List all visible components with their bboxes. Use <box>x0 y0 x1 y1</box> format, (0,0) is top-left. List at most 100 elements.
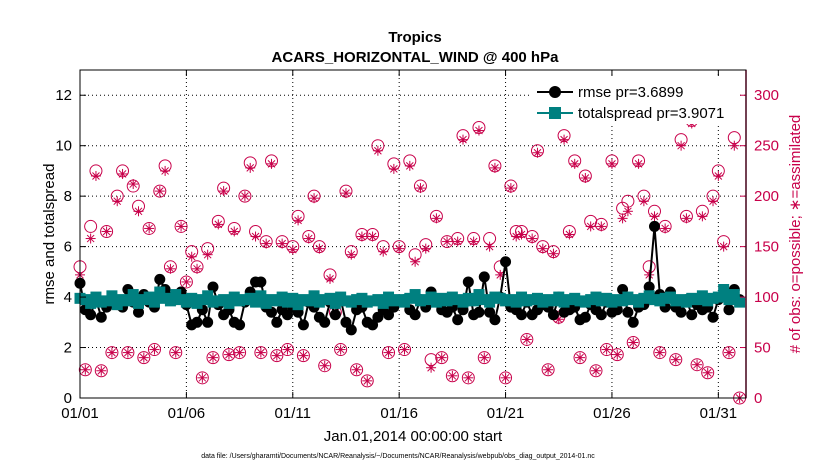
footnote: data file: /Users/gharamti/Documents/NCA… <box>201 453 595 460</box>
asterisk-stroke <box>693 360 701 369</box>
asterisk-stroke <box>288 245 297 254</box>
obs-assimilated-marker <box>202 249 213 260</box>
rmse-point <box>202 316 214 328</box>
asterisk-stroke <box>278 239 286 248</box>
obs-assimilated-marker <box>277 238 288 249</box>
rmse-point <box>516 309 528 321</box>
rmse-point <box>489 314 501 326</box>
asterisk-stroke <box>395 244 404 253</box>
obs-assimilated-marker <box>325 273 336 284</box>
asterisk-stroke <box>496 271 505 279</box>
legend-rmse-label: rmse pr=3.6899 <box>578 84 683 101</box>
obs-possible-marker <box>541 363 555 377</box>
obs-assimilated-marker <box>697 211 708 222</box>
obs-possible-marker <box>121 346 135 360</box>
rmse-point <box>627 316 639 328</box>
asterisk-stroke <box>304 234 313 243</box>
obs-possible-marker <box>477 351 491 365</box>
rmse-point <box>547 309 559 321</box>
obs-assimilated-marker <box>420 243 431 254</box>
obs-assimilated-marker <box>192 263 203 274</box>
asterisk-stroke <box>320 361 329 370</box>
obs-assimilated-marker <box>723 347 734 358</box>
x-tick-label: 01/26 <box>593 405 631 422</box>
obs-assimilated-marker <box>516 229 527 240</box>
obs-possible-marker <box>142 221 156 235</box>
asterisk-stroke <box>485 242 494 251</box>
legend: rmse pr=3.6899 totalspread pr=3.9071 <box>530 78 740 124</box>
asterisk-stroke <box>592 366 600 375</box>
asterisk-stroke <box>267 160 276 168</box>
chart-subtitle: ACARS_HORIZONTAL_WIND @ 400 hPa <box>272 49 560 66</box>
x-tick-label: 01/06 <box>168 405 206 422</box>
obs-possible-marker <box>397 343 411 357</box>
obs-assimilated-marker <box>335 344 346 355</box>
asterisk-stroke <box>501 373 510 382</box>
asterisk-stroke <box>139 353 148 362</box>
asterisk-stroke <box>581 174 590 182</box>
asterisk-stroke <box>294 216 302 225</box>
asterisk-stroke <box>134 207 143 216</box>
rmse-point <box>478 271 490 283</box>
asterisk-stroke <box>124 348 132 357</box>
obs-assimilated-marker <box>346 249 357 260</box>
obs-assimilated-marker <box>160 165 171 176</box>
rmse-point <box>622 306 634 318</box>
totalspread-point <box>287 292 299 304</box>
obs-assimilated-marker <box>378 246 389 257</box>
obs-possible-marker <box>318 359 332 373</box>
rmse-point <box>649 220 661 232</box>
rmse-point <box>409 309 421 321</box>
asterisk-stroke <box>661 224 669 233</box>
obs-possible-marker <box>254 346 268 360</box>
asterisk-stroke <box>565 230 574 239</box>
totalspread-point <box>122 295 134 307</box>
obs-assimilated-marker <box>165 263 176 274</box>
obs-assimilated-marker <box>223 349 234 360</box>
obs-assimilated-marker <box>585 221 596 232</box>
asterisk-stroke <box>145 224 154 233</box>
obs-possible-marker <box>153 184 167 198</box>
obs-possible-marker <box>445 369 459 383</box>
asterisk-stroke <box>405 162 414 170</box>
obs-assimilated-marker <box>133 206 144 217</box>
obs-assimilated-marker <box>521 334 532 345</box>
obs-assimilated-marker <box>559 134 570 145</box>
asterisk-stroke <box>257 348 265 357</box>
asterisk-stroke <box>703 368 712 377</box>
obs-assimilated-marker <box>149 344 160 355</box>
legend-spread-marker <box>549 107 561 119</box>
obs-assimilated-marker <box>617 213 628 224</box>
obs-assimilated-marker <box>186 251 197 262</box>
obs-assimilated-marker <box>463 372 474 383</box>
totalspread-point <box>154 286 166 298</box>
obs-possible-marker <box>94 364 108 378</box>
obs-assimilated-marker <box>356 231 367 242</box>
obs-possible-marker <box>195 371 209 385</box>
obs-assimilated-marker <box>309 193 320 204</box>
y-right-axis-label: # of obs: o=possible; ∗=assimilated <box>787 115 804 354</box>
totalspread-point <box>148 296 160 308</box>
chart-title: Tropics <box>388 29 441 46</box>
y-tick-label: 2 <box>64 340 72 357</box>
obs-possible-marker <box>100 224 114 238</box>
x-tick-label: 01/21 <box>487 405 525 422</box>
obs-assimilated-marker <box>90 170 101 181</box>
x-axis-label: Jan.01,2014 00:00:00 start <box>324 428 503 445</box>
obs-assimilated-marker <box>628 337 639 348</box>
totalspread-point <box>127 289 139 301</box>
asterisk-stroke <box>86 234 95 243</box>
obs-assimilated-marker <box>271 350 282 361</box>
obs-assimilated-marker <box>404 160 415 171</box>
obs-possible-marker <box>520 332 534 346</box>
obs-assimilated-marker <box>431 213 442 224</box>
obs-assimilated-marker <box>388 163 399 174</box>
obs-assimilated-marker <box>442 236 453 247</box>
asterisk-stroke <box>102 227 111 236</box>
obs-assimilated-marker <box>96 365 107 376</box>
obs-possible-marker <box>296 349 310 363</box>
asterisk-stroke <box>533 148 542 157</box>
obs-possible-marker <box>233 346 247 360</box>
asterisk-stroke <box>677 141 685 150</box>
asterisk-stroke <box>544 365 552 374</box>
